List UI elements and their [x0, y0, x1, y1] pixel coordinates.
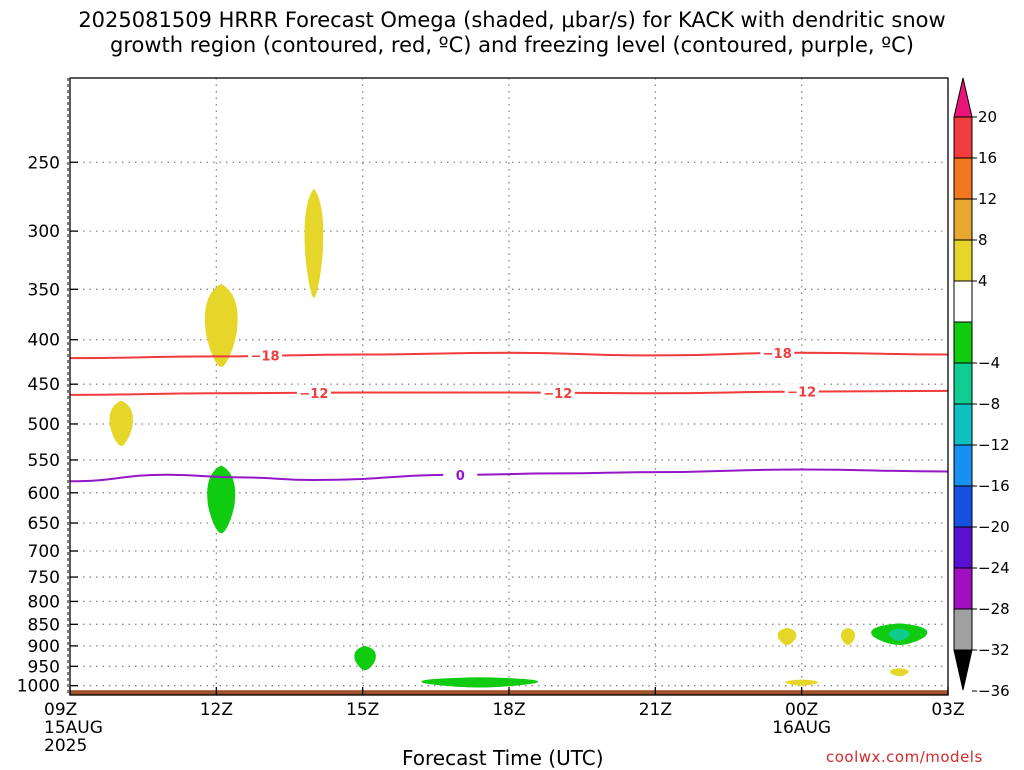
contour-label--12: −12	[787, 386, 816, 401]
colorbar-box	[953, 526, 973, 569]
contour-line--18	[69, 351, 949, 360]
contour-label-bg	[248, 347, 283, 364]
contour-label--12: −12	[543, 387, 572, 402]
colorbar-label: −28	[978, 600, 1010, 618]
y-tick-label: 450	[28, 375, 60, 395]
contour-label-bg	[784, 383, 819, 400]
y-tick-label: 900	[28, 637, 60, 657]
x-tick-label: 03Z	[931, 700, 964, 720]
colorbar-box	[953, 116, 973, 159]
omega-region	[840, 627, 856, 646]
colorbar-box	[953, 198, 973, 241]
colorbar-box	[953, 157, 973, 200]
chart-title-line-2: growth region (contoured, red, ºC) and f…	[110, 33, 914, 57]
x-tick-label: 00Z	[785, 700, 818, 720]
contour-label--18: −18	[251, 350, 280, 365]
colorbar-label: −36	[978, 682, 1010, 700]
y-tick-label: 700	[28, 542, 60, 562]
y-tick-label: 650	[28, 514, 60, 534]
colorbar-label: 16	[978, 149, 997, 167]
colorbar-label: 4	[978, 272, 988, 290]
y-tick-label: 1000	[17, 677, 60, 697]
omega-region	[109, 400, 133, 446]
contour-label-bg	[540, 384, 575, 401]
x-tick-label: 09Z	[44, 700, 77, 720]
x-tick-label: 18Z	[492, 700, 525, 720]
y-tick-label: 500	[28, 415, 60, 435]
colorbar-label: −4	[978, 354, 1000, 372]
x-axis-label: Forecast Time (UTC)	[402, 746, 604, 770]
contour-label--12: −12	[299, 387, 328, 402]
y-tick-label: 250	[28, 153, 60, 173]
colorbar-box	[953, 444, 973, 487]
y-tick-label: 350	[28, 280, 60, 300]
colorbar-top-arrow	[953, 77, 973, 118]
contour-label--18: −18	[763, 347, 792, 362]
contour-label-0: 0	[456, 469, 465, 484]
colorbar-label: 8	[978, 231, 988, 249]
omega-region	[889, 668, 909, 677]
colorbar-label: −20	[978, 518, 1010, 536]
chart-title-line-1: 2025081509 HRRR Forecast Omega (shaded, …	[78, 8, 946, 32]
x-tick-label: 12Z	[200, 700, 233, 720]
omega-region	[888, 628, 910, 641]
colorbar-box	[953, 239, 973, 282]
colorbar-label: 20	[978, 108, 997, 126]
omega-region	[207, 465, 236, 534]
y-tick-label: 800	[28, 592, 60, 612]
omega-region	[777, 627, 797, 646]
colorbar-box	[953, 485, 973, 528]
omega-region	[354, 645, 376, 671]
y-tick-label: 850	[28, 615, 60, 635]
x-tick-label: 16AUG	[772, 718, 831, 738]
contour-label-bg	[443, 466, 478, 483]
colorbar: 20 16 12 8 4 −4 −8 −12 −16 −20 −24 −28 −32 −36	[953, 77, 1010, 700]
colorbar-label: −24	[978, 559, 1010, 577]
chart-title: 2025081509 HRRR Forecast Omega (shaded, …	[0, 8, 1024, 58]
x-tick-label: 2025	[44, 736, 87, 756]
y-tick-label: 950	[28, 657, 60, 677]
y-tick-label: 300	[28, 222, 60, 242]
colorbar-box	[953, 280, 973, 323]
x-tick-label: 15AUG	[44, 718, 103, 738]
colorbar-box	[953, 608, 973, 651]
x-tick-label: 21Z	[639, 700, 672, 720]
contour-label-bg	[760, 345, 795, 362]
colorbar-box	[953, 362, 973, 405]
y-tick-label: 600	[28, 484, 60, 504]
colorbar-box	[953, 567, 973, 610]
y-tick-label: 550	[28, 451, 60, 471]
omega-region	[304, 188, 324, 298]
colorbar-bottom-arrow	[953, 649, 973, 691]
colorbar-box	[953, 321, 973, 364]
colorbar-label: −12	[978, 436, 1010, 454]
source-credit: coolwx.com/models	[826, 748, 983, 766]
colorbar-label: −8	[978, 395, 1000, 413]
plot-area: −18 −18 −12 −12 −12 0 250 300 350 400 450 500 550 600…	[17, 77, 965, 756]
colorbar-label: 12	[978, 190, 997, 208]
y-tick-label: 400	[28, 331, 60, 351]
colorbar-box	[953, 403, 973, 446]
omega-region	[204, 283, 238, 368]
x-tick-label: 15Z	[346, 700, 379, 720]
colorbar-label: −32	[978, 641, 1010, 659]
y-tick-label: 750	[28, 568, 60, 588]
omega-region	[785, 679, 819, 686]
colorbar-label: −16	[978, 477, 1010, 495]
contour-label-bg	[296, 384, 331, 401]
omega-region	[421, 677, 539, 688]
